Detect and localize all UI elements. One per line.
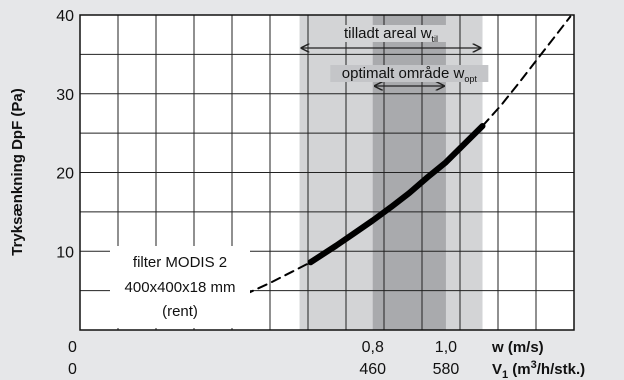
zone-label-tilladt: tilladt areal wtil (344, 25, 438, 44)
x-tick-label-v: 580 (433, 361, 460, 378)
x-tick-label-v: 0 (68, 361, 77, 378)
filter-label-line3: (rent) (162, 303, 198, 320)
filter-label-line1: filter MODIS 2 (133, 254, 227, 271)
plot-frame (79, 14, 575, 331)
y-tick-label: 10 (56, 244, 74, 261)
x-tick-label-w: 1,0 (435, 339, 457, 356)
curve-optimal-segment (307, 123, 486, 266)
x-axis-label-v1: V1 (m3/h/stk.) (492, 359, 585, 380)
y-tick-label: 40 (56, 8, 74, 25)
filter-label-box (110, 246, 250, 328)
y-tick-label: 20 (56, 166, 74, 183)
x-tick-label-v: 460 (359, 361, 386, 378)
zone-label-bg (327, 25, 456, 42)
curve-dashed-segment (243, 261, 312, 296)
zone-label-optimalt: optimalt område wopt (342, 65, 478, 84)
x-axis-label-w: w (m/s) (491, 339, 544, 356)
filter-label-line2: 400x400x18 mm (125, 279, 236, 296)
curve-dashed-segment (481, 15, 572, 127)
y-axis-label: Tryksænkning DpF (Pa) (9, 88, 26, 256)
y-tick-label: 30 (56, 87, 74, 104)
x-tick-label-w: 0,8 (362, 339, 384, 356)
zone-label-bg (330, 65, 489, 82)
x-tick-label-w: 0 (68, 339, 77, 356)
